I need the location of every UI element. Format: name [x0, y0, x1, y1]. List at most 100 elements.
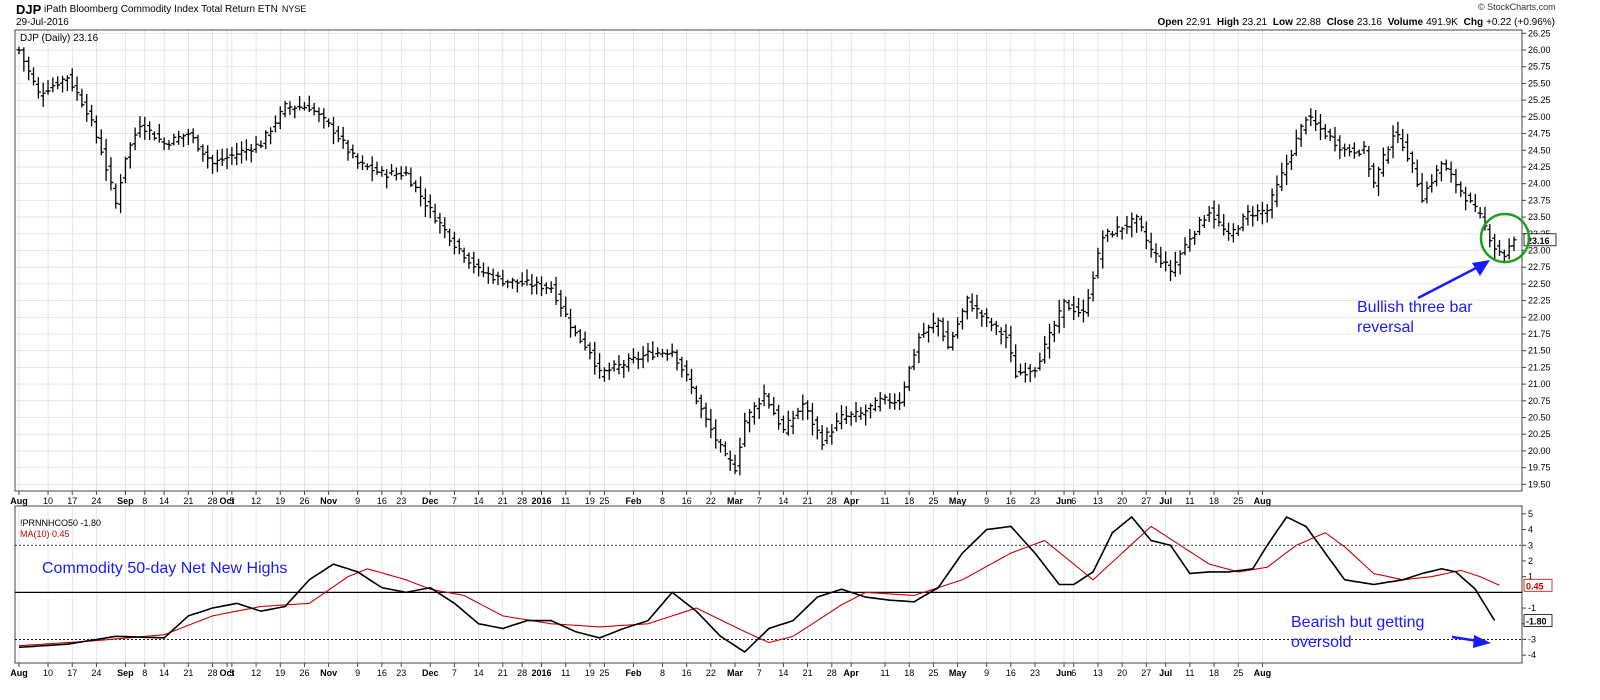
price-bar	[645, 342, 651, 363]
price-bar	[98, 129, 104, 156]
price-bar	[297, 96, 303, 111]
indicator-x-tick-label: Oct	[220, 668, 235, 678]
price-bar	[1197, 216, 1203, 236]
price-bar	[785, 410, 791, 436]
ma-last-tag: 0.45	[1526, 581, 1544, 591]
indicator-legend-ma: MA(10) 0.45	[20, 529, 70, 539]
indicator-y-tick-label: 2	[1528, 556, 1533, 566]
price-bar	[205, 145, 211, 169]
price-bar	[834, 412, 840, 432]
price-bar	[1201, 215, 1207, 228]
price-x-tick-label: 10	[43, 496, 53, 506]
price-bar	[200, 144, 206, 162]
price-bar	[60, 75, 66, 93]
price-bar	[969, 293, 975, 312]
indicator-x-tick-label: 19	[275, 668, 285, 678]
price-bar	[1085, 289, 1091, 317]
price-bar	[897, 392, 903, 410]
price-bar	[693, 385, 699, 405]
indicator-x-tick-label: 26	[299, 668, 309, 678]
price-bar	[1216, 204, 1222, 227]
price-x-tick-label: 7	[757, 496, 762, 506]
price-bar	[742, 412, 748, 447]
price-y-tick-label: 25.75	[1528, 62, 1551, 72]
price-bar	[301, 101, 307, 111]
indicator-y-tick-label: -1	[1528, 603, 1536, 613]
price-bar	[40, 82, 46, 107]
price-bar	[805, 400, 811, 420]
price-bar	[1090, 271, 1096, 302]
indicator-x-tick-label: 11	[1185, 668, 1194, 678]
price-bar	[369, 156, 375, 182]
indicator-x-tick-label: 21	[498, 668, 508, 678]
price-bar	[819, 425, 825, 450]
price-bar	[495, 271, 501, 286]
price-x-tick-label: Feb	[625, 496, 642, 506]
price-bar	[872, 397, 878, 412]
copyright-text[interactable]: © StockCharts.com	[1478, 2, 1556, 12]
price-bar	[408, 167, 414, 188]
price-bar	[364, 163, 370, 171]
price-bar	[1327, 128, 1333, 141]
price-last-tag: 23.16	[1527, 236, 1550, 246]
price-bar	[219, 148, 225, 166]
price-bar	[180, 133, 186, 148]
price-bar	[427, 194, 433, 219]
price-bar	[514, 279, 520, 293]
price-bar	[122, 156, 128, 184]
price-bar	[926, 324, 932, 343]
indicator-x-tick-label: Jul	[1159, 668, 1172, 678]
price-bar	[393, 167, 399, 181]
price-bar	[185, 128, 191, 145]
price-bar	[1037, 352, 1043, 371]
price-x-tick-label: 6	[1071, 496, 1076, 506]
price-bar	[345, 139, 351, 161]
price-bar	[747, 409, 753, 433]
price-bar	[979, 309, 985, 327]
price-x-tick-label: 21	[183, 496, 193, 506]
price-bar	[1022, 362, 1028, 383]
price-y-tick-label: 24.50	[1528, 145, 1551, 155]
price-bar	[1356, 149, 1362, 157]
reversal-arrow-head	[1472, 260, 1490, 276]
indicator-x-tick-label: 7	[757, 668, 762, 678]
price-bar	[64, 75, 70, 92]
price-bar	[853, 401, 859, 423]
indicator-x-tick-label: Jun	[1056, 668, 1072, 678]
price-bar	[698, 394, 704, 419]
price-bar	[1332, 126, 1338, 152]
price-bar	[16, 46, 22, 55]
ticker-symbol[interactable]: DJP	[16, 2, 42, 17]
price-bar	[1235, 225, 1241, 236]
price-bar	[640, 345, 646, 369]
price-bar	[1448, 161, 1454, 183]
price-bar	[490, 268, 496, 284]
price-bar	[268, 127, 274, 145]
indicator-panel-frame	[14, 505, 1523, 664]
price-bar	[548, 281, 554, 293]
price-bar	[442, 217, 448, 239]
price-bar	[1424, 181, 1430, 204]
price-bar	[263, 130, 269, 150]
price-bar	[1293, 129, 1299, 156]
price-bar	[863, 404, 869, 426]
price-bar	[1409, 151, 1415, 174]
price-bar	[195, 134, 201, 152]
price-bar	[1008, 325, 1014, 363]
price-bar	[655, 347, 661, 358]
price-bar	[1124, 215, 1130, 234]
price-x-tick-label: 17	[67, 496, 77, 506]
price-bar	[1250, 206, 1256, 227]
indicator-x-tick-label: 28	[827, 668, 837, 678]
ma-last-tag-box	[1523, 578, 1553, 592]
price-bar	[1458, 181, 1464, 198]
price-y-tick-label: 20.50	[1528, 413, 1551, 423]
price-bar	[568, 308, 574, 338]
indicator-x-tick-label: 6	[1071, 668, 1076, 678]
price-x-tick-label: Jul	[1159, 496, 1172, 506]
price-bar	[224, 148, 230, 170]
price-bar	[84, 93, 90, 122]
price-bar	[1061, 298, 1067, 329]
